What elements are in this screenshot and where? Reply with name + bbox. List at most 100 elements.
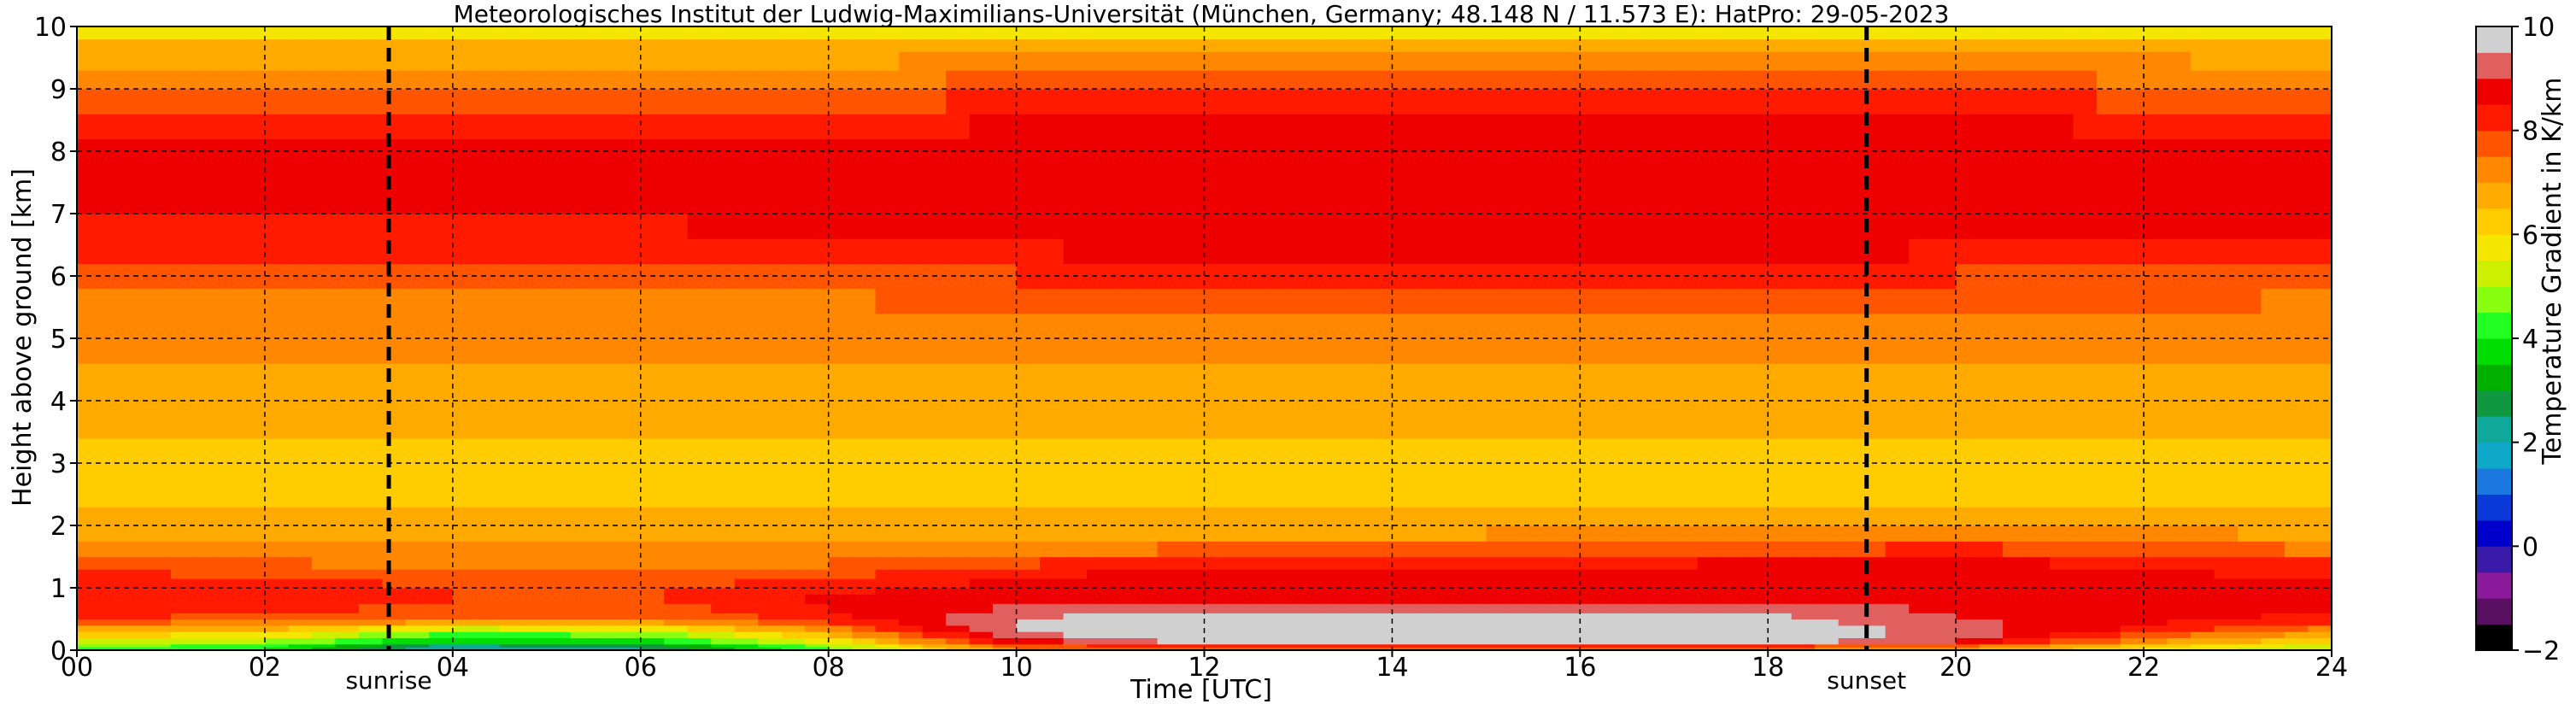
heatmap-cell	[2144, 363, 2168, 389]
heatmap-cell	[2261, 437, 2286, 464]
heatmap-cell	[1321, 613, 1346, 620]
heatmap-cell	[946, 556, 971, 570]
heatmap-cell	[2050, 338, 2074, 364]
heatmap-cell	[1439, 578, 1464, 589]
heatmap-cell	[546, 637, 571, 645]
heatmap-cell	[358, 613, 383, 620]
heatmap-cell	[1956, 70, 1980, 90]
heatmap-cell	[852, 463, 877, 489]
heatmap-cell	[1838, 613, 1863, 620]
heatmap-cell	[1439, 613, 1464, 620]
heatmap-cell	[100, 647, 125, 651]
heatmap-cell	[1650, 188, 1675, 214]
heatmap-cell	[452, 525, 477, 542]
heatmap-cell	[1486, 541, 1511, 558]
heatmap-cell	[311, 507, 336, 526]
heatmap-cell	[1721, 463, 1746, 489]
heatmap-cell	[1697, 188, 1722, 214]
heatmap-cell	[217, 643, 242, 648]
heatmap-cell	[875, 507, 900, 526]
heatmap-cell	[452, 338, 477, 364]
heatmap-cell	[241, 637, 266, 645]
heatmap-cell	[1674, 613, 1699, 620]
heatmap-cell	[124, 89, 149, 114]
plot-area	[76, 26, 2332, 651]
heatmap-cell	[828, 363, 853, 389]
heatmap-cell	[617, 338, 642, 364]
heatmap-cell	[1134, 625, 1159, 632]
heatmap-cell	[429, 214, 454, 239]
heatmap-cell	[476, 625, 501, 632]
heatmap-cell	[1462, 625, 1487, 632]
heatmap-cell	[2120, 556, 2145, 570]
heatmap-cell	[640, 619, 665, 626]
heatmap-cell	[899, 488, 924, 507]
heatmap-cell	[687, 603, 712, 613]
heatmap-cell	[828, 70, 853, 90]
heatmap-cell	[1932, 363, 1957, 389]
heatmap-cell	[2144, 26, 2168, 40]
heatmap-cell	[2238, 163, 2262, 190]
heatmap-cell	[382, 363, 407, 389]
heatmap-cell	[100, 637, 125, 645]
heatmap-cell	[499, 89, 524, 114]
heatmap-cell	[1650, 26, 1675, 40]
heatmap-cell	[2167, 603, 2192, 613]
heatmap-cell	[1486, 556, 1511, 570]
heatmap-cell	[1956, 556, 1980, 570]
heatmap-cell	[476, 363, 501, 389]
heatmap-cell	[1321, 70, 1346, 90]
heatmap-cell	[2120, 625, 2145, 632]
heatmap-cell	[1087, 388, 1112, 414]
heatmap-cell	[687, 288, 712, 314]
heatmap-cell	[194, 363, 219, 389]
heatmap-cell	[1110, 488, 1135, 507]
heatmap-cell	[1321, 288, 1346, 314]
heatmap-cell	[1392, 578, 1417, 589]
heatmap-cell	[640, 338, 665, 364]
heatmap-cell	[2073, 437, 2098, 464]
heatmap-cell	[1298, 613, 1323, 620]
heatmap-cell	[171, 625, 196, 632]
heatmap-cell	[241, 613, 266, 620]
heatmap-cell	[1321, 603, 1346, 613]
heatmap-cell	[1979, 138, 2004, 165]
heatmap-cell	[617, 613, 642, 620]
heatmap-cell	[2238, 114, 2262, 139]
heatmap-cell	[1298, 647, 1323, 651]
heatmap-cell	[499, 625, 524, 632]
heatmap-cell	[1368, 338, 1393, 364]
heatmap-cell	[2144, 594, 2168, 604]
heatmap-cell	[711, 637, 736, 645]
heatmap-cell	[1462, 578, 1487, 589]
heatmap-cell	[2120, 588, 2145, 595]
heatmap-cell	[1603, 578, 1628, 589]
heatmap-cell	[405, 569, 430, 579]
heatmap-cell	[1134, 89, 1159, 114]
heatmap-cell	[1368, 625, 1393, 632]
heatmap-cell	[1580, 163, 1605, 190]
heatmap-cell	[429, 163, 454, 190]
heatmap-cell	[358, 26, 383, 40]
heatmap-cell	[2167, 313, 2192, 339]
heatmap-cell	[1791, 637, 1816, 645]
heatmap-cell	[523, 338, 548, 364]
heatmap-cell	[946, 643, 971, 648]
heatmap-cell	[429, 114, 454, 139]
heatmap-cell	[171, 631, 196, 638]
heatmap-cell	[1885, 51, 1910, 71]
heatmap-cell	[1368, 313, 1393, 339]
heatmap-cell	[640, 70, 665, 90]
heatmap-cell	[1909, 437, 1933, 464]
heatmap-cell	[2097, 488, 2121, 507]
heatmap-cell	[1181, 625, 1206, 632]
heatmap-cell	[2097, 578, 2121, 589]
heatmap-cell	[1040, 594, 1065, 604]
heatmap-cell	[2073, 138, 2098, 165]
heatmap-cell	[358, 588, 383, 595]
heatmap-cell	[335, 569, 360, 579]
heatmap-cell	[1040, 488, 1065, 507]
heatmap-cell	[523, 70, 548, 90]
heatmap-cell	[1345, 163, 1370, 190]
heatmap-cell	[1016, 619, 1041, 626]
